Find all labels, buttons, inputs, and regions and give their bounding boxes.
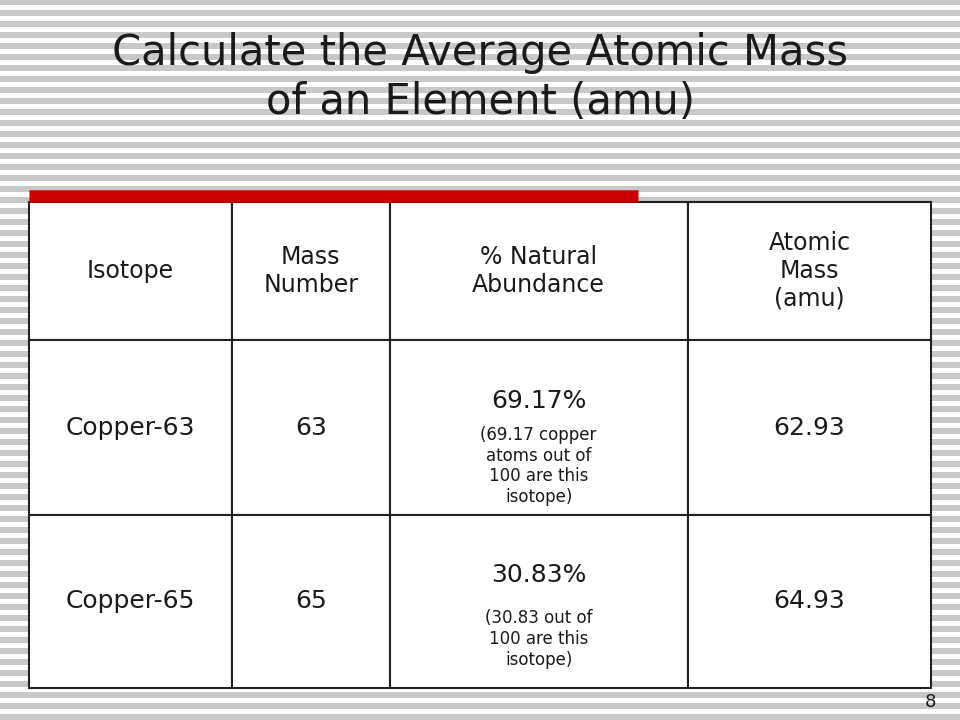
Text: Calculate the Average Atomic Mass
of an Element (amu): Calculate the Average Atomic Mass of an …: [112, 32, 848, 123]
Bar: [390, 340, 687, 515]
Bar: [390, 202, 687, 340]
Text: 63: 63: [295, 415, 326, 440]
Bar: [232, 340, 390, 515]
Bar: [29, 340, 231, 515]
Text: 64.93: 64.93: [774, 590, 845, 613]
Text: Isotope: Isotope: [86, 259, 174, 283]
Text: Atomic
Mass
(amu): Atomic Mass (amu): [768, 231, 851, 310]
Bar: [232, 202, 390, 340]
Bar: [29, 515, 231, 688]
Text: 69.17%: 69.17%: [491, 390, 587, 413]
Text: 62.93: 62.93: [774, 415, 845, 440]
Bar: [29, 202, 231, 340]
Text: Copper-63: Copper-63: [65, 415, 195, 440]
Bar: [390, 515, 687, 688]
Text: (30.83 out of
100 are this
isotope): (30.83 out of 100 are this isotope): [485, 610, 592, 669]
Text: Mass
Number: Mass Number: [263, 245, 358, 297]
Bar: [232, 515, 390, 688]
Text: 65: 65: [295, 590, 326, 613]
Bar: [687, 515, 931, 688]
Text: Copper-65: Copper-65: [65, 590, 195, 613]
Text: % Natural
Abundance: % Natural Abundance: [472, 245, 605, 297]
Text: 30.83%: 30.83%: [491, 564, 587, 588]
Text: (69.17 copper
atoms out of
100 are this
isotope): (69.17 copper atoms out of 100 are this …: [480, 426, 597, 506]
Text: 8: 8: [924, 693, 936, 711]
Bar: [687, 202, 931, 340]
Bar: [687, 340, 931, 515]
